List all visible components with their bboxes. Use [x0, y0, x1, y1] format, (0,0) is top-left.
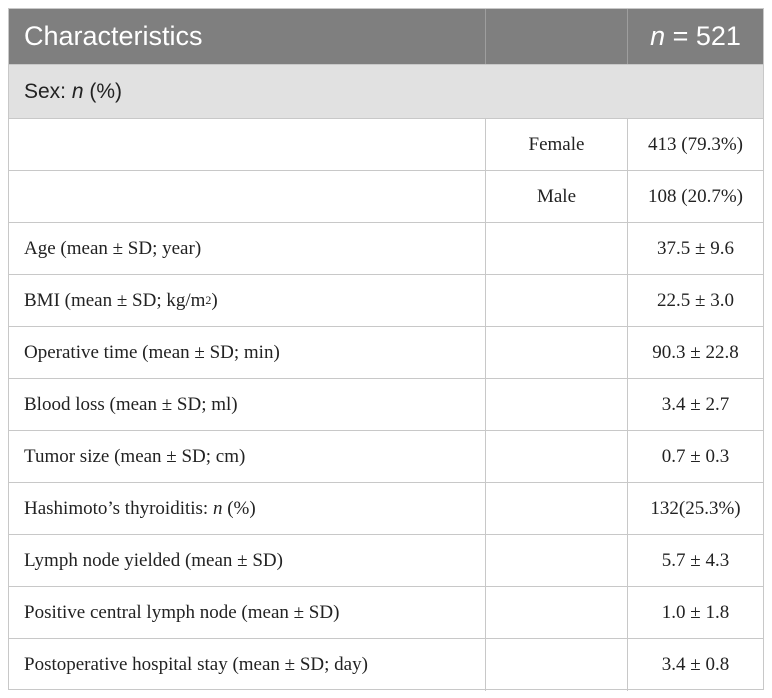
- section-label-n: n: [71, 79, 84, 103]
- table-row: Age (mean ± SD; year) 37.5 ± 9.6: [9, 223, 763, 275]
- section-label-sex: Sex: n (%): [9, 65, 122, 118]
- row-value-operative-time: 90.3 ± 22.8: [627, 327, 763, 378]
- header-n-value: = 521: [665, 21, 741, 51]
- header-characteristics: Characteristics: [24, 21, 203, 51]
- row-label-hashimoto: Hashimoto’s thyroiditis: n (%): [9, 483, 485, 534]
- bmi-label-superscript: 2: [205, 293, 212, 307]
- row-label-empty: [9, 119, 485, 170]
- header-n-total: n = 521: [627, 9, 763, 64]
- row-sub-empty: [485, 379, 627, 430]
- row-value-age: 37.5 ± 9.6: [627, 223, 763, 274]
- table-row: Operative time (mean ± SD; min) 90.3 ± 2…: [9, 327, 763, 379]
- header-n-symbol: n: [650, 21, 666, 51]
- bmi-label-suffix: ): [211, 289, 218, 311]
- row-label-operative-time: Operative time (mean ± SD; min): [24, 341, 280, 363]
- table-row: Positive central lymph node (mean ± SD) …: [9, 587, 763, 639]
- row-sub-empty: [485, 275, 627, 326]
- hashimoto-label-text: Hashimoto’s thyroiditis:: [24, 497, 213, 519]
- row-label-lymph-node-yielded: Lymph node yielded (mean ± SD): [24, 549, 283, 571]
- section-label-suffix: (%): [83, 79, 123, 103]
- table-row: BMI (mean ± SD; kg/m 2) 22.5 ± 3.0: [9, 275, 763, 327]
- table-row: Female 413 (79.3%): [9, 119, 763, 171]
- table-row: Lymph node yielded (mean ± SD) 5.7 ± 4.3: [9, 535, 763, 587]
- row-label-blood-loss: Blood loss (mean ± SD; ml): [24, 393, 238, 415]
- row-sub-empty: [485, 327, 627, 378]
- row-value-tumor-size: 0.7 ± 0.3: [627, 431, 763, 482]
- row-sub-empty: [485, 223, 627, 274]
- sex-value-female: 413 (79.3%): [627, 119, 763, 170]
- row-sub-empty: [485, 431, 627, 482]
- table-row: Hashimoto’s thyroiditis: n (%) 132(25.3%…: [9, 483, 763, 535]
- section-label-prefix: Sex:: [24, 79, 72, 103]
- sex-label-male: Male: [485, 171, 627, 222]
- table-row: Tumor size (mean ± SD; cm) 0.7 ± 0.3: [9, 431, 763, 483]
- row-label-bmi: BMI (mean ± SD; kg/m 2): [9, 275, 485, 326]
- row-label-tumor-size: Tumor size (mean ± SD; cm): [24, 445, 246, 467]
- hashimoto-label-n: n: [212, 497, 223, 519]
- row-sub-empty: [485, 639, 627, 691]
- row-value-blood-loss: 3.4 ± 2.7: [627, 379, 763, 430]
- row-value-positive-central-lymph-node: 1.0 ± 1.8: [627, 587, 763, 638]
- sex-label-female: Female: [485, 119, 627, 170]
- hashimoto-label-suffix: (%): [222, 497, 256, 519]
- table-row: Male 108 (20.7%): [9, 171, 763, 223]
- table-header-row: Characteristics n = 521: [9, 9, 763, 65]
- row-label-postoperative-stay: Postoperative hospital stay (mean ± SD; …: [24, 654, 368, 675]
- row-sub-empty: [485, 535, 627, 586]
- row-sub-empty: [485, 483, 627, 534]
- row-value-bmi: 22.5 ± 3.0: [627, 275, 763, 326]
- characteristics-table: Characteristics n = 521 Sex: n (%) Femal…: [8, 8, 764, 691]
- table-row: Blood loss (mean ± SD; ml) 3.4 ± 2.7: [9, 379, 763, 431]
- row-label-positive-central-lymph-node: Positive central lymph node (mean ± SD): [24, 601, 340, 623]
- row-label-age: Age (mean ± SD; year): [24, 237, 202, 259]
- row-sub-empty: [485, 587, 627, 638]
- sex-value-male: 108 (20.7%): [627, 171, 763, 222]
- table-row: Postoperative hospital stay (mean ± SD; …: [9, 639, 763, 691]
- row-value-hashimoto: 132(25.3%): [627, 483, 763, 534]
- bmi-label-text: BMI (mean ± SD; kg/m: [24, 289, 206, 311]
- header-empty-cell: [485, 9, 627, 64]
- row-label-empty: [9, 171, 485, 222]
- section-row-sex: Sex: n (%): [9, 65, 763, 119]
- row-value-lymph-node-yielded: 5.7 ± 4.3: [627, 535, 763, 586]
- row-value-postoperative-stay: 3.4 ± 0.8: [627, 639, 763, 691]
